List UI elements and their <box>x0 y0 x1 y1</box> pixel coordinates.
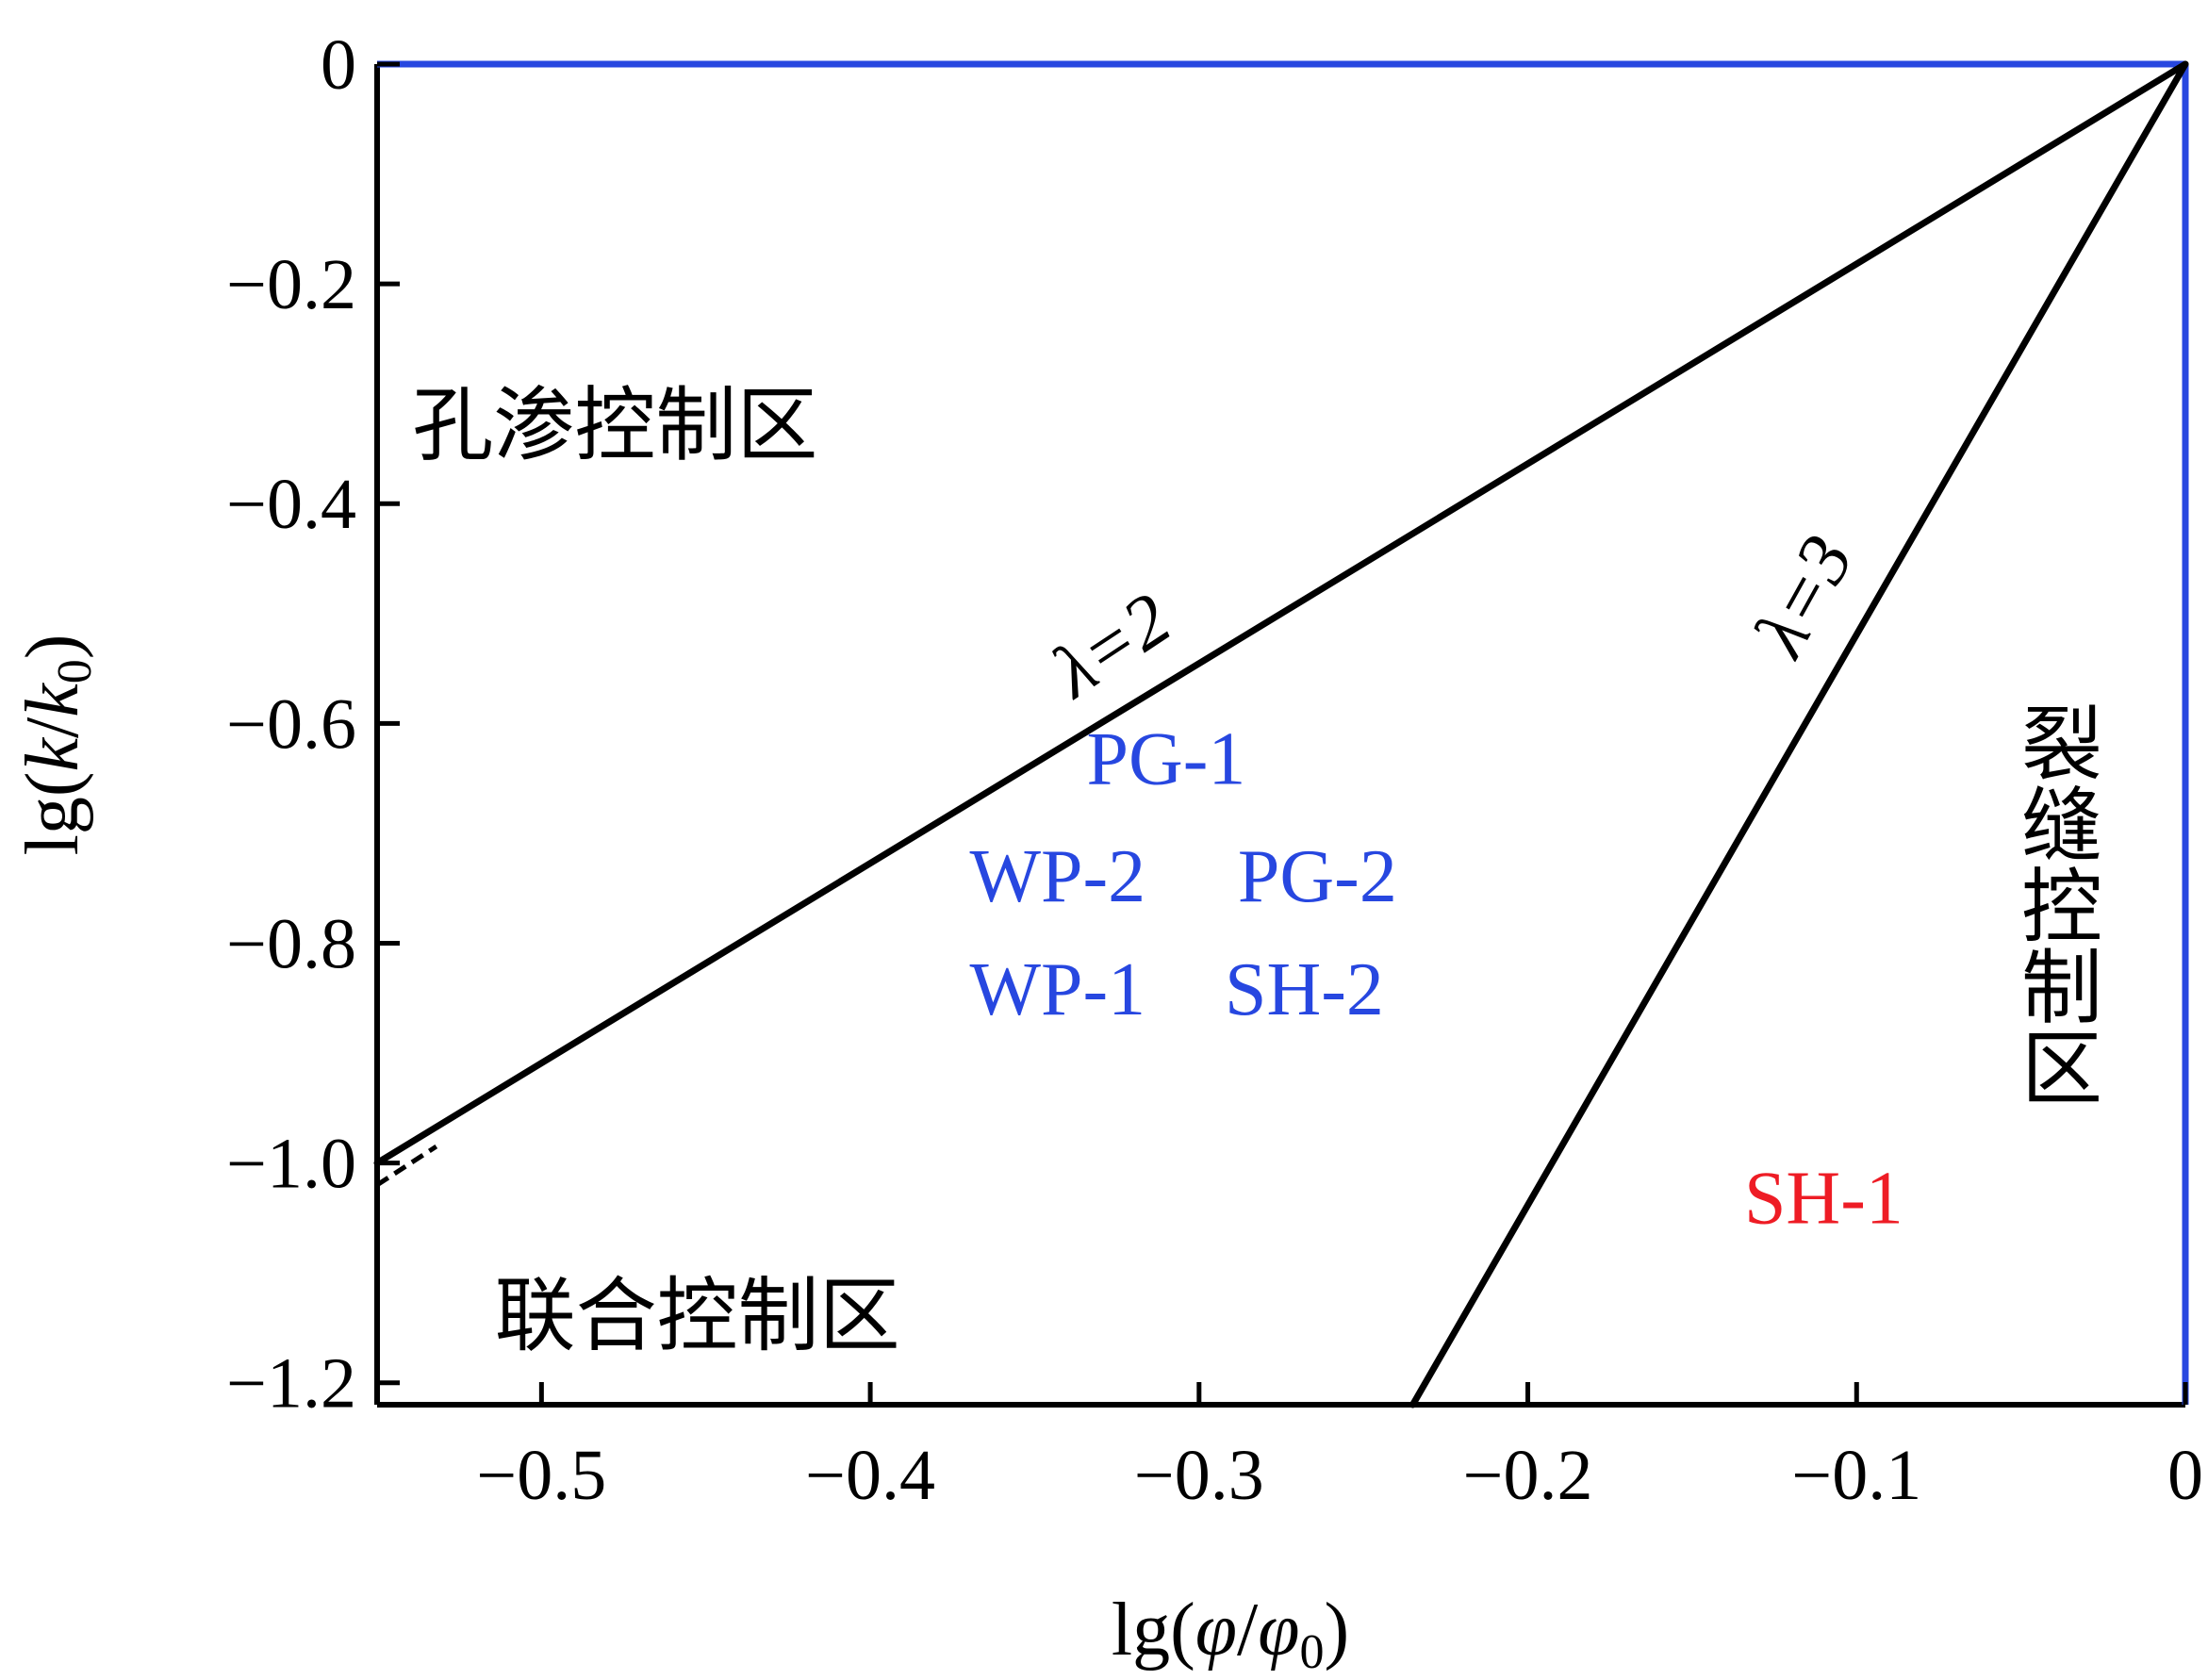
y-tick-label: 0 <box>321 25 356 105</box>
x-tick-label: −0.2 <box>1463 1436 1593 1515</box>
sample-label-sh-1: SH-1 <box>1744 1158 1903 1241</box>
x-tick-label: −0.1 <box>1791 1436 1921 1515</box>
sample-label-sh-2: SH-2 <box>1225 948 1384 1031</box>
region-label-pore: 孔渗控制区 <box>412 381 817 471</box>
y-tick-label: −0.8 <box>226 904 356 983</box>
y-tick-label: −1.2 <box>226 1344 356 1424</box>
sample-label-pg-2: PG-2 <box>1238 835 1397 918</box>
series-line-1 <box>373 60 2189 1167</box>
y-tick-label: −0.2 <box>226 245 356 324</box>
x-axis-label: lg(φ/φ0) <box>1112 1589 1349 1679</box>
sample-label-pg-1: PG-1 <box>1086 717 1245 800</box>
series-line-leader <box>375 1144 438 1187</box>
x-tick-label: −0.5 <box>476 1436 606 1515</box>
y-tick-label: −0.4 <box>226 465 356 544</box>
y-tick-label: −0.6 <box>226 684 356 764</box>
sample-label-wp-1: WP-1 <box>970 948 1146 1031</box>
x-tick-label: −0.3 <box>1134 1436 1264 1515</box>
x-tick-label: 0 <box>2167 1436 2203 1515</box>
region-label-combined: 联合控制区 <box>495 1271 900 1361</box>
sample-label-wp-2: WP-2 <box>970 835 1146 918</box>
plot-area: −0.5 −0.4 −0.3 −0.2 −0.1 0 0 −0.2 −0.4 −0.6 −0.8 −1… <box>226 25 2203 1515</box>
series-line-2 <box>1409 60 2189 1408</box>
region-label-fracture: 裂缝控制区 <box>2009 701 2101 1107</box>
x-tick-label: −0.4 <box>805 1436 935 1515</box>
y-tick-label: −1.0 <box>226 1125 356 1204</box>
y-axis-label: lg(k/k0) <box>11 634 102 856</box>
